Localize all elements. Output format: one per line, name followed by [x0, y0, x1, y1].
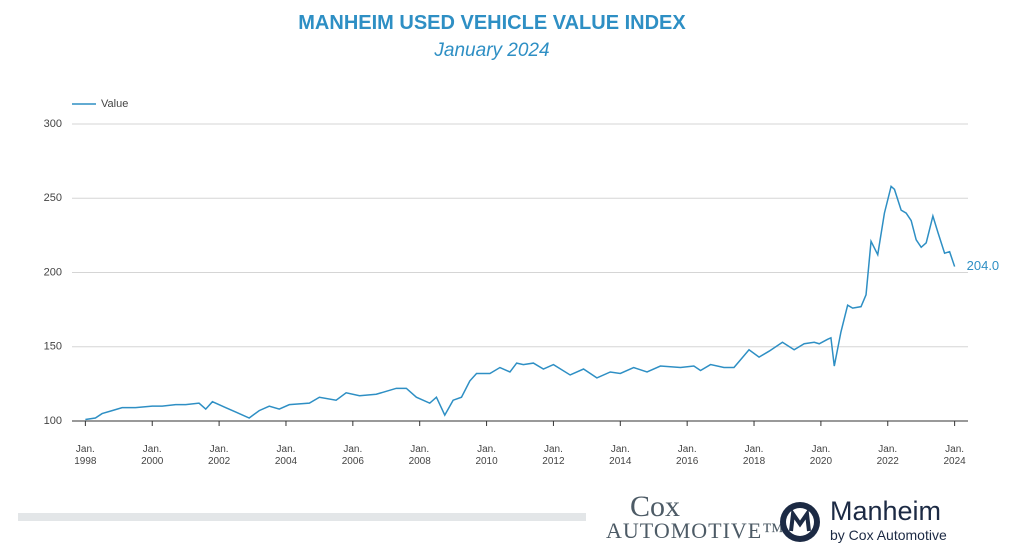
- x-tick-label: Jan. 2012: [542, 444, 565, 467]
- x-tick-label: Jan. 2020: [809, 444, 833, 467]
- manheim-logo: Manheim: [830, 496, 942, 526]
- icon-m: [789, 508, 811, 532]
- x-tick-label: Jan. 2014: [609, 444, 632, 467]
- x-tick-label: Jan. 2006: [341, 444, 364, 467]
- manheim-icon: [780, 502, 820, 542]
- cox-logo: Cox: [630, 490, 681, 523]
- x-tick-label: Jan. 2002: [207, 444, 231, 467]
- chart-title: MANHEIM USED VEHICLE VALUE INDEX: [298, 12, 686, 34]
- cox-logo-sub: AUTOMOTIVE™: [606, 518, 785, 543]
- y-tick-label: 300: [44, 118, 62, 130]
- x-tick-label: Jan. 2022: [876, 444, 899, 467]
- x-tick-label: Jan. 2016: [676, 444, 699, 467]
- footer-bar: [18, 513, 586, 521]
- y-tick-label: 200: [44, 266, 62, 278]
- x-tick-label: Jan. 2024: [943, 444, 966, 467]
- x-tick-label: Jan. 2000: [141, 444, 164, 467]
- x-tick-label: Jan. 2004: [274, 444, 298, 467]
- x-tick-label: Jan. 2008: [408, 444, 431, 467]
- manheim-logo-sub: by Cox Automotive: [830, 527, 947, 543]
- x-tick-label: Jan. 1998: [74, 444, 97, 467]
- legend-label: Value: [101, 98, 128, 110]
- y-tick-label: 150: [44, 341, 62, 353]
- x-tick-label: Jan. 2010: [475, 444, 498, 467]
- series-line: [85, 184, 956, 421]
- x-tick-label: Jan. 2018: [742, 444, 766, 467]
- value-label: 204.0: [967, 258, 1000, 273]
- y-tick-label: 100: [44, 415, 62, 427]
- y-tick-label: 250: [44, 192, 62, 204]
- chart-subtitle: January 2024: [434, 40, 550, 61]
